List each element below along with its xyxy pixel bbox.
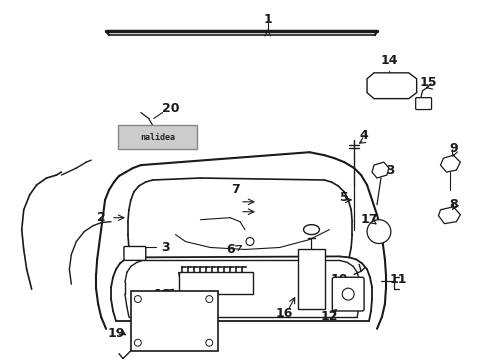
- Text: 10: 10: [331, 273, 348, 286]
- Circle shape: [342, 288, 354, 300]
- Text: 17: 17: [360, 213, 378, 226]
- Polygon shape: [439, 207, 460, 224]
- Text: 12: 12: [320, 310, 338, 323]
- Circle shape: [134, 339, 141, 346]
- Text: 7: 7: [231, 184, 240, 197]
- Bar: [297, 249, 325, 309]
- Text: 3: 3: [161, 241, 170, 254]
- Text: nalidea: nalidea: [140, 133, 175, 142]
- Circle shape: [206, 339, 213, 346]
- Ellipse shape: [303, 225, 319, 235]
- Text: 18: 18: [154, 288, 172, 301]
- Circle shape: [206, 296, 213, 302]
- Text: 9: 9: [449, 142, 458, 155]
- Bar: [178, 272, 253, 294]
- Text: 16: 16: [276, 307, 294, 320]
- FancyBboxPatch shape: [118, 125, 197, 149]
- Text: 6: 6: [226, 243, 234, 256]
- FancyBboxPatch shape: [332, 277, 364, 311]
- Bar: [131, 291, 218, 351]
- Text: 4: 4: [360, 129, 368, 142]
- Polygon shape: [367, 73, 416, 99]
- Text: 11: 11: [390, 273, 408, 286]
- Text: 8: 8: [449, 198, 458, 211]
- Text: 14: 14: [380, 54, 397, 67]
- Text: 1: 1: [264, 13, 272, 26]
- Text: 5: 5: [340, 192, 348, 204]
- Text: 15: 15: [420, 76, 437, 89]
- FancyBboxPatch shape: [416, 98, 432, 109]
- Polygon shape: [441, 155, 460, 172]
- Circle shape: [246, 238, 254, 246]
- Text: 13: 13: [378, 163, 395, 176]
- Text: 20: 20: [162, 102, 179, 115]
- Polygon shape: [372, 162, 389, 178]
- Text: 2: 2: [97, 211, 105, 224]
- FancyBboxPatch shape: [124, 247, 146, 260]
- Circle shape: [134, 296, 141, 302]
- Circle shape: [367, 220, 391, 243]
- Text: 19: 19: [107, 327, 124, 340]
